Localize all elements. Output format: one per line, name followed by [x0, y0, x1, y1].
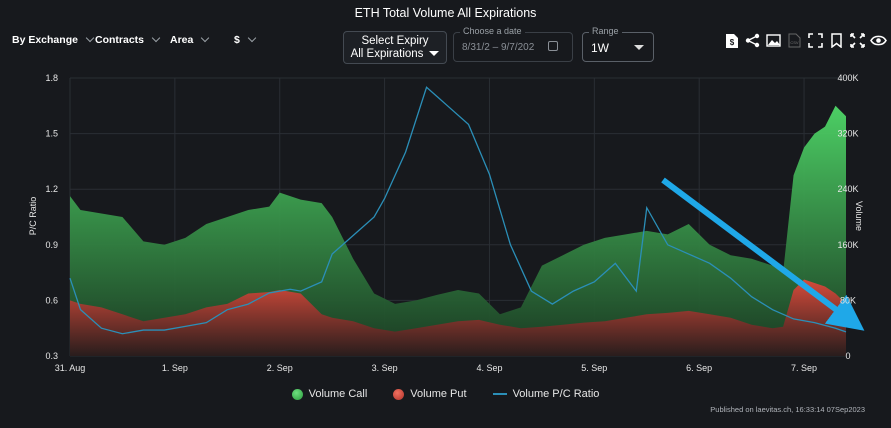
x-axis: 31. Aug 1. Sep 2. Sep 3. Sep 4. Sep 5. Sep 6. … — [55, 363, 817, 373]
bookmark-icon[interactable] — [828, 32, 845, 49]
area-filter-label: Area — [170, 34, 194, 46]
x-tick-label: 6. Sep — [686, 363, 712, 373]
range-value: 1W — [591, 41, 609, 55]
right-tick-label: 80K — [840, 295, 856, 305]
caret-down-icon — [634, 45, 644, 50]
ratio-swatch — [492, 393, 507, 395]
trend-arrow — [661, 177, 865, 331]
volume-chart: 0.30.60.91.21.51.8 080K160K240K320K400K … — [28, 73, 865, 373]
range-legend: Range — [589, 26, 622, 36]
contracts-filter-label: Contracts — [95, 34, 145, 46]
range-select[interactable]: Range 1W — [582, 26, 654, 62]
date-range-legend: Choose a date — [460, 26, 525, 36]
x-tick-label: 2. Sep — [267, 363, 293, 373]
volume-put-area — [70, 279, 846, 356]
select-expiry-button[interactable]: Select Expiry All Expirations — [343, 31, 447, 64]
x-tick-label: 4. Sep — [476, 363, 502, 373]
pc-ratio-line — [69, 86, 847, 335]
x-tick-label: 5. Sep — [581, 363, 607, 373]
exchange-filter-label: By Exchange — [12, 34, 78, 46]
image-icon[interactable] — [765, 32, 782, 49]
legend-volume-call[interactable]: Volume Call — [291, 388, 368, 400]
right-tick-label: 160K — [837, 240, 858, 250]
left-axis-label: P/C Ratio — [28, 197, 38, 236]
dollar-doc-icon[interactable]: $ — [723, 32, 740, 49]
put-swatch — [393, 388, 405, 400]
right-axis: 0 80K 160K 240K 320K 400K — [837, 73, 858, 361]
left-tick-label: 1.8 — [45, 73, 58, 83]
left-tick-label: 1.5 — [45, 129, 58, 139]
share-icon[interactable] — [744, 32, 761, 49]
published-note: Published on laevitas.ch, 16:33:14 07Sep… — [710, 405, 865, 414]
left-axis: 0.3 0.6 0.9 1.2 1.5 1.8 — [45, 73, 58, 361]
x-tick-label: 31. Aug — [55, 363, 86, 373]
currency-filter-label: $ — [234, 34, 240, 46]
legend-ratio-label: Volume P/C Ratio — [512, 388, 600, 400]
caret-down-icon — [429, 51, 440, 57]
legend-put-label: Volume Put — [410, 388, 467, 400]
area-filter[interactable]: Area — [170, 33, 210, 46]
x-tick-label: 1. Sep — [162, 363, 188, 373]
date-range-picker[interactable]: Choose a date 8/31/2 – 9/7/202 — [453, 26, 573, 62]
right-tick-label: 400K — [837, 73, 858, 83]
csv-icon[interactable]: CSV — [786, 32, 803, 49]
select-expiry-value: All Expirations — [350, 48, 424, 60]
chart-legend: Volume Call Volume Put Volume P/C Ratio — [0, 388, 891, 400]
right-tick-label: 320K — [837, 129, 858, 139]
fullscreen-icon[interactable] — [807, 32, 824, 49]
chart-title: ETH Total Volume All Expirations — [354, 6, 537, 20]
call-swatch — [291, 388, 303, 400]
left-tick-label: 0.9 — [45, 240, 58, 250]
chart-toolbar: $ CSV — [723, 32, 891, 49]
calendar-icon[interactable] — [548, 41, 558, 51]
date-separator: – — [492, 42, 499, 53]
right-tick-label: 0 — [845, 351, 850, 361]
legend-pc-ratio[interactable]: Volume P/C Ratio — [492, 388, 600, 400]
x-tick-label: 3. Sep — [372, 363, 398, 373]
contracts-filter[interactable]: Contracts — [95, 33, 161, 46]
right-tick-label: 240K — [837, 184, 858, 194]
left-tick-label: 1.2 — [45, 184, 58, 194]
right-axis-label: Volume — [854, 201, 864, 231]
legend-volume-put[interactable]: Volume Put — [393, 388, 467, 400]
left-tick-label: 0.6 — [45, 295, 58, 305]
svg-text:$: $ — [729, 38, 734, 47]
start-date-field[interactable]: 8/31/2 — [462, 42, 490, 53]
x-tick-label: 7. Sep — [791, 363, 817, 373]
left-tick-label: 0.3 — [45, 351, 58, 361]
end-date-field[interactable]: 9/7/202 — [500, 42, 535, 53]
legend-call-label: Volume Call — [308, 388, 368, 400]
select-expiry-label: Select Expiry — [361, 35, 429, 47]
exchange-filter[interactable]: By Exchange — [12, 33, 95, 46]
eye-icon[interactable] — [870, 32, 887, 49]
currency-filter[interactable]: $ — [234, 33, 257, 46]
expand-icon[interactable] — [849, 32, 866, 49]
svg-text:CSV: CSV — [790, 40, 799, 45]
